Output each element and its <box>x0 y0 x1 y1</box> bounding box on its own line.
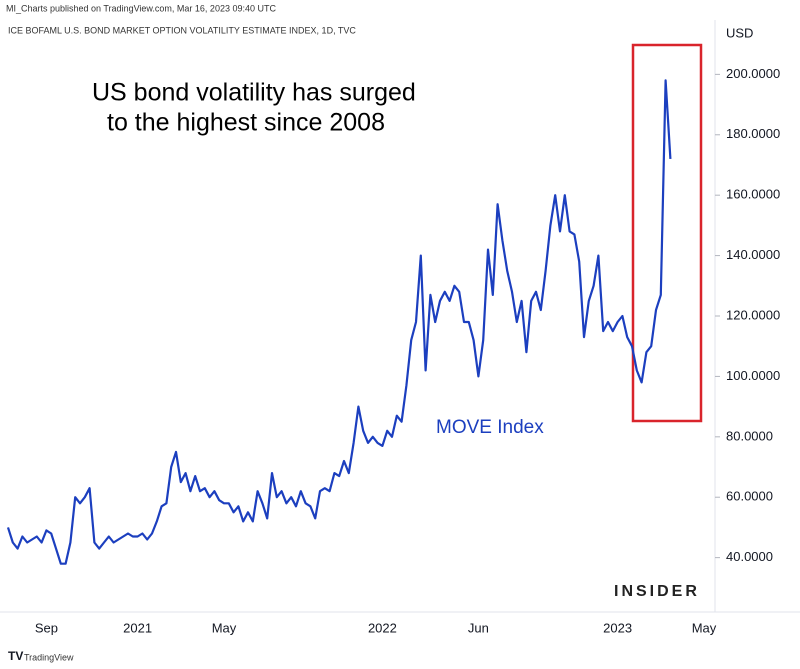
series-label: MOVE Index <box>436 417 544 438</box>
x-tick-label: 2021 <box>123 620 152 635</box>
y-tick-label: 80.0000 <box>726 428 773 443</box>
x-tick-label: Jun <box>468 620 489 635</box>
annotation: to the highest since 2008 <box>107 109 385 137</box>
annotation: US bond volatility has surged <box>92 79 416 107</box>
highlight-box <box>631 43 703 423</box>
chart-header: MI_Charts published on TradingView.com, … <box>6 3 276 13</box>
y-tick-label: 180.0000 <box>726 126 780 141</box>
x-tick-label: 2023 <box>603 620 632 635</box>
y-tick-label: 40.0000 <box>726 549 773 564</box>
y-tick-label: 100.0000 <box>726 368 780 383</box>
data-line <box>6 79 672 565</box>
y-tick-label: 140.0000 <box>726 247 780 262</box>
x-tick-label: May <box>212 620 237 635</box>
y-axis-label: USD <box>726 25 753 40</box>
y-tick-label: 200.0000 <box>726 66 780 81</box>
footer: TradingView <box>24 652 74 662</box>
x-tick-label: May <box>692 620 717 635</box>
logo-mark: TV <box>8 649 23 663</box>
y-tick-label: 60.0000 <box>726 489 773 504</box>
x-tick-label: Sep <box>35 620 58 635</box>
x-tick-label: 2022 <box>368 620 397 635</box>
chart-subtitle: ICE BOFAML U.S. BOND MARKET OPTION VOLAT… <box>8 25 356 35</box>
y-tick-label: 160.0000 <box>726 187 780 202</box>
y-tick-label: 120.0000 <box>726 307 780 322</box>
brand: INSIDER <box>614 583 700 600</box>
